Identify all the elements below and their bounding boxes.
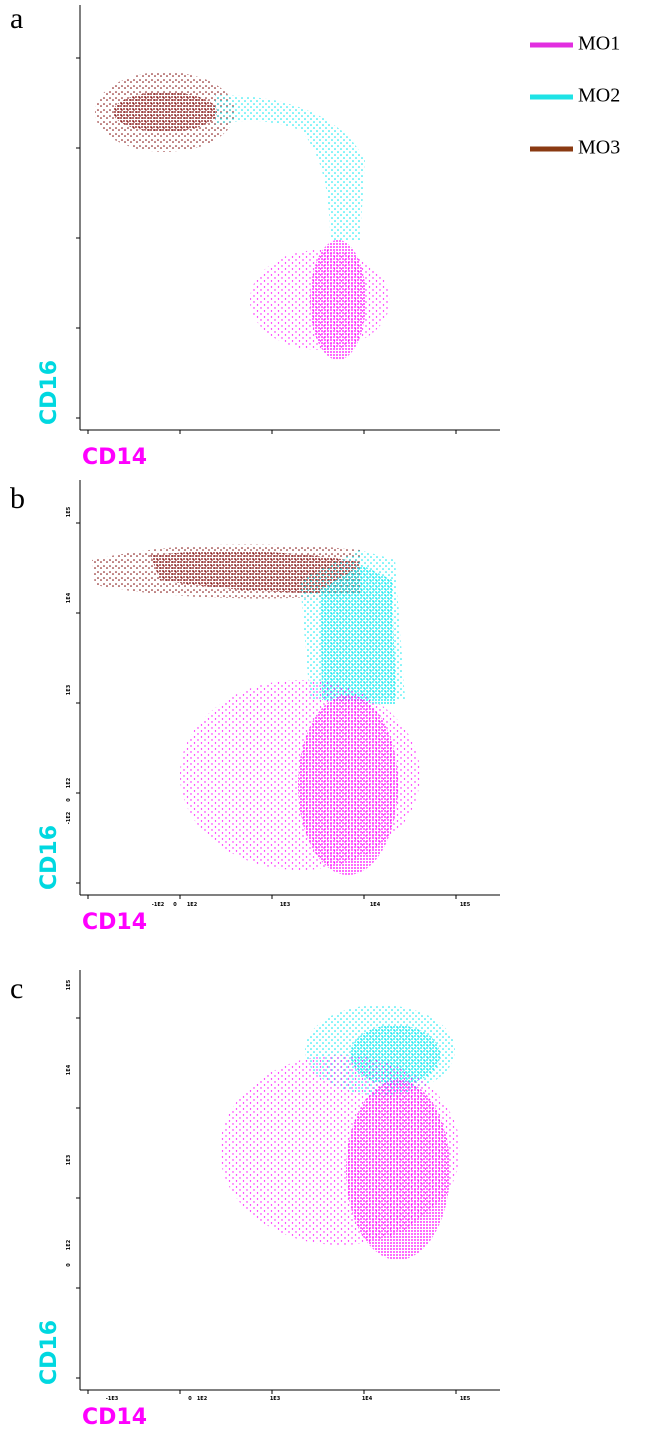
- clouds-c: [220, 1005, 460, 1260]
- legend-label: MO2: [578, 85, 620, 107]
- legend-label: MO1: [578, 33, 620, 55]
- y-tick-label: 1E5: [66, 506, 72, 517]
- x-tick-label: -1E3: [106, 1396, 119, 1402]
- y-tick-label: 0: [66, 798, 72, 802]
- x-tick-label: 0: [188, 1396, 192, 1402]
- y-tick-label: 1E5: [66, 979, 72, 990]
- x-tick-label: 1E3: [280, 902, 291, 908]
- panel-letter: c: [10, 972, 23, 1005]
- y-axis-label: CD16: [37, 360, 62, 425]
- x-tick-label: 1E4: [362, 1396, 373, 1402]
- x-tick-label: 1E2: [187, 902, 198, 908]
- panel-letter: b: [10, 482, 25, 515]
- x-axis-label: CD14: [82, 1405, 147, 1430]
- x-tick-label: 1E5: [460, 902, 471, 908]
- y-tick-label: 0: [66, 1263, 72, 1267]
- y-tick-label: -1E2: [66, 811, 72, 824]
- clouds-a: [95, 72, 390, 360]
- x-tick-label: 0: [173, 902, 177, 908]
- x-tick-label: 1E4: [370, 902, 381, 908]
- y-tick-label: 1E3: [66, 684, 72, 695]
- y-tick-label: 1E3: [66, 1154, 72, 1165]
- x-tick-label: 1E3: [270, 1396, 281, 1402]
- y-tick-label: 1E4: [66, 592, 72, 603]
- x-tick-label: 1E5: [460, 1396, 471, 1402]
- y-axis-label: CD16: [37, 825, 62, 890]
- x-axis-label: CD14: [82, 445, 147, 470]
- y-tick-label: 1E4: [66, 1064, 72, 1075]
- legend-label: MO3: [578, 137, 620, 159]
- clouds-b: [92, 544, 420, 875]
- y-tick-label: 1E2: [66, 777, 72, 788]
- panel-letter: a: [10, 2, 23, 35]
- y-axis-label: CD16: [37, 1320, 62, 1385]
- y-tick-label: 1E2: [66, 1239, 72, 1250]
- x-tick-label: 1E2: [197, 1396, 208, 1402]
- x-axis-label: CD14: [82, 910, 147, 935]
- x-tick-label: -1E2: [152, 902, 165, 908]
